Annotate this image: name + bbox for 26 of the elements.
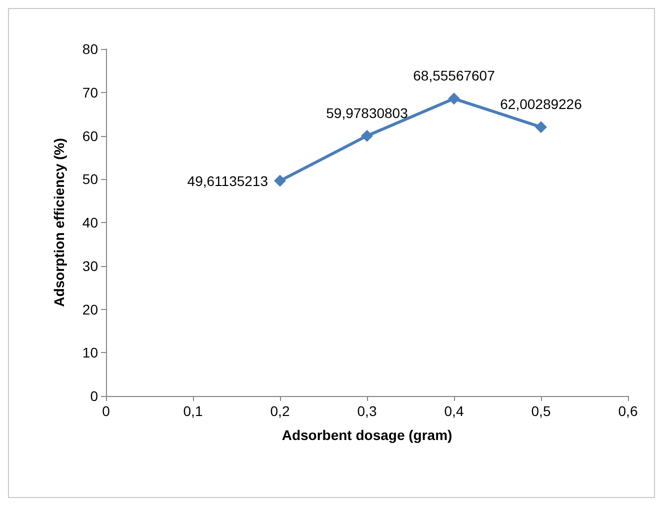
y-tick-label: 60 [82, 128, 98, 144]
x-tick-label: 0,4 [444, 403, 464, 419]
x-tick-label: 0,6 [618, 403, 638, 419]
x-axis-title: Adsorbent dosage (gram) [282, 427, 452, 443]
point [535, 121, 547, 134]
y-tick-label: 30 [82, 258, 98, 274]
y-tick-label: 10 [82, 344, 98, 361]
y-tick-label: 20 [82, 301, 98, 318]
point [448, 92, 460, 105]
y-tick-label: 40 [82, 214, 98, 230]
x-tick-label: 0,2 [270, 403, 290, 419]
data-label: 68,55567607 [413, 68, 496, 84]
y-tick-label: 50 [82, 171, 98, 188]
point [274, 174, 286, 187]
data-label: 62,00289226 [500, 96, 582, 112]
point [361, 130, 373, 142]
x-tick-label: 0,5 [531, 403, 551, 419]
data-label: 49,61135213 [187, 172, 268, 189]
data-label: 59,97830803 [326, 104, 408, 121]
y-tick-label: 0 [90, 388, 98, 404]
x-tick-label: 0 [102, 403, 110, 419]
y-tick-label: 70 [82, 84, 98, 100]
y-axis-title: Adsorption efficiency (%) [51, 138, 67, 307]
x-tick-label: 0,3 [357, 403, 377, 419]
y-tick-label: 80 [82, 41, 98, 57]
x-tick-label: 0,1 [183, 403, 203, 419]
